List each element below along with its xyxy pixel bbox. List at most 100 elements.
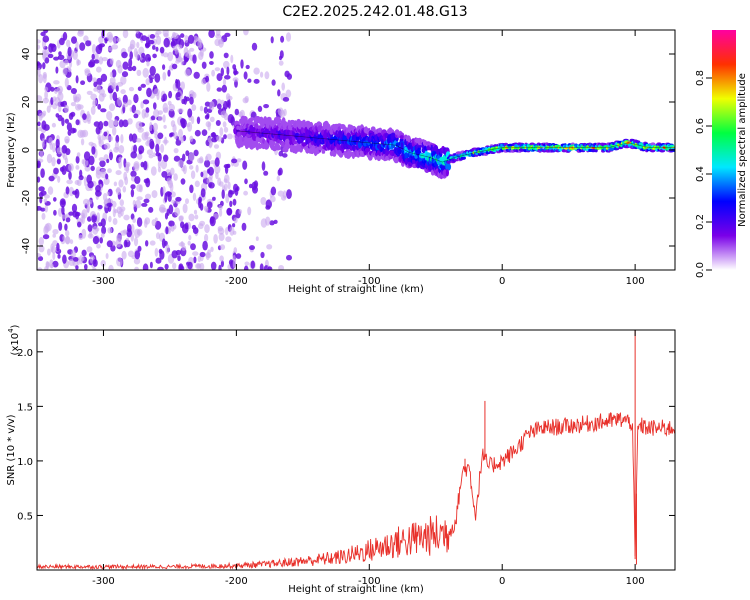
noise-mark	[185, 198, 189, 205]
noise-mark	[53, 80, 60, 85]
noise-mark	[144, 53, 151, 63]
noise-mark	[74, 96, 80, 103]
noise-mark	[78, 234, 84, 240]
noise-mark	[205, 75, 210, 83]
noise-mark	[175, 196, 182, 202]
noise-mark	[136, 41, 140, 49]
noise-mark	[90, 165, 95, 172]
noise-mark	[109, 92, 113, 101]
noise-mark	[38, 186, 45, 192]
snr-y-label: SNR (10 * v/v)	[6, 414, 17, 485]
snr-panel: -300 -200 -100 0 100 0.5 1.0 1.5 2.0 Height of …	[6, 324, 676, 595]
noise-mark	[92, 236, 100, 245]
noise-mark	[62, 67, 68, 76]
noise-mark	[61, 117, 65, 127]
noise-mark	[118, 179, 124, 188]
noise-mark	[106, 191, 110, 197]
noise-mark	[244, 261, 250, 266]
noise-mark	[108, 103, 116, 112]
noise-mark	[116, 81, 124, 87]
noise-mark	[50, 263, 54, 269]
noise-mark	[101, 226, 107, 235]
noise-mark	[286, 189, 292, 200]
noise-mark	[222, 78, 227, 86]
noise-mark	[78, 175, 84, 181]
noise-mark	[109, 71, 113, 78]
noise-mark	[112, 207, 116, 218]
noise-mark	[175, 79, 181, 89]
noise-mark	[205, 251, 210, 261]
noise-mark	[215, 33, 222, 39]
noise-mark	[37, 39, 41, 44]
noise-mark	[122, 30, 129, 39]
spectrogram-y-tick-label: 40	[21, 48, 32, 61]
noise-mark	[59, 60, 66, 69]
noise-mark	[77, 30, 84, 37]
noise-mark	[168, 103, 175, 112]
noise-mark	[43, 124, 50, 131]
noise-mark	[223, 183, 228, 191]
noise-mark	[175, 139, 182, 146]
noise-mark	[130, 184, 136, 190]
noise-mark	[233, 183, 239, 193]
noise-mark	[251, 181, 258, 191]
noise-mark	[215, 172, 219, 180]
noise-mark	[101, 93, 107, 98]
noise-mark	[196, 116, 201, 125]
noise-mark	[56, 85, 64, 94]
noise-mark	[214, 157, 220, 167]
noise-mark	[149, 34, 156, 39]
noise-mark	[92, 77, 97, 83]
noise-mark	[278, 265, 285, 270]
noise-mark	[154, 247, 159, 257]
noise-mark	[98, 56, 104, 65]
noise-mark	[146, 60, 150, 67]
noise-mark	[189, 47, 195, 52]
noise-mark	[247, 78, 252, 83]
noise-mark	[67, 46, 72, 57]
noise-mark	[223, 112, 229, 121]
noise-mark	[122, 186, 127, 193]
trace-mark	[594, 149, 598, 153]
noise-mark	[213, 144, 220, 149]
noise-mark	[126, 228, 132, 238]
noise-mark	[190, 170, 196, 179]
noise-mark	[52, 229, 59, 235]
snr-y-tick-label: 1.5	[17, 402, 33, 413]
noise-mark	[184, 68, 191, 77]
noise-mark	[136, 217, 143, 228]
noise-mark	[282, 153, 288, 158]
colorbar-axis: 0.0 0.2 0.4 0.6 0.8	[695, 70, 712, 278]
noise-mark	[62, 254, 67, 264]
noise-mark	[75, 41, 79, 50]
noise-mark	[214, 164, 221, 174]
noise-mark	[52, 260, 59, 268]
snr-marks	[37, 330, 675, 570]
noise-mark	[62, 31, 68, 41]
noise-mark	[86, 246, 93, 253]
spectrogram-y-tick-label: 20	[21, 96, 32, 109]
snr-frame	[36, 329, 676, 571]
noise-mark	[223, 164, 230, 169]
noise-mark	[98, 43, 103, 51]
noise-mark	[223, 134, 227, 140]
noise-mark	[225, 93, 231, 101]
noise-mark	[172, 32, 179, 39]
noise-mark	[37, 95, 43, 103]
noise-mark	[98, 36, 104, 44]
snr-y-tick-label: 1.0	[17, 457, 33, 468]
noise-mark	[263, 170, 269, 176]
noise-mark	[242, 97, 249, 104]
noise-mark	[41, 212, 46, 220]
noise-mark	[168, 108, 175, 118]
noise-mark	[112, 218, 118, 225]
noise-mark	[187, 121, 193, 132]
noise-mark	[37, 253, 42, 258]
trace-mark	[276, 117, 281, 124]
noise-mark	[161, 171, 168, 178]
noise-mark	[52, 233, 56, 238]
noise-mark	[152, 122, 158, 132]
noise-mark	[171, 199, 176, 204]
noise-mark	[209, 116, 215, 123]
